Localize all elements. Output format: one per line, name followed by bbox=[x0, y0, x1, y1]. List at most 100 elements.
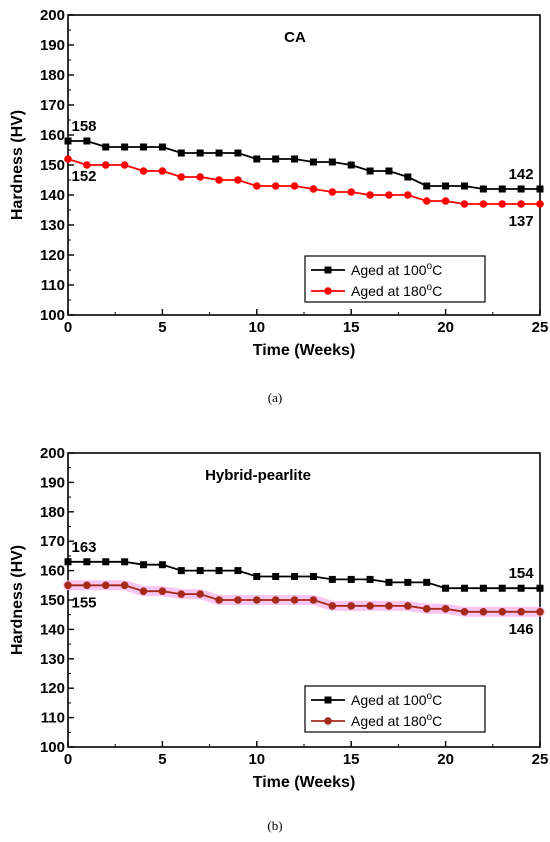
data-label: 142 bbox=[509, 166, 534, 183]
data-point-circle bbox=[347, 602, 356, 610]
data-point-circle bbox=[177, 590, 186, 598]
data-point-circle bbox=[366, 602, 374, 610]
y-axis-title: Hardness (HV) bbox=[9, 545, 26, 655]
data-point-circle bbox=[139, 167, 148, 175]
data-point-circle bbox=[196, 590, 204, 598]
data-point-circle bbox=[309, 596, 318, 604]
data-point-square bbox=[83, 137, 91, 145]
data-point-circle bbox=[460, 200, 469, 208]
data-point-circle bbox=[101, 581, 110, 590]
data-point-square bbox=[442, 584, 450, 592]
y-tick-label: 190 bbox=[40, 37, 65, 54]
data-point-square bbox=[404, 173, 412, 181]
data-point-square bbox=[385, 167, 393, 175]
data-point-square bbox=[366, 167, 374, 175]
data-point-square bbox=[121, 143, 129, 151]
data-point-square bbox=[328, 575, 336, 583]
data-point-square bbox=[460, 182, 468, 190]
data-point-circle bbox=[234, 176, 242, 184]
data-point-square bbox=[442, 182, 450, 190]
data-point-circle bbox=[83, 161, 91, 169]
data-point-circle bbox=[120, 581, 129, 590]
x-tick-label: 15 bbox=[343, 751, 360, 768]
data-point-square bbox=[347, 575, 355, 583]
data-point-circle bbox=[215, 176, 223, 184]
data-point-circle bbox=[290, 596, 299, 604]
data-point-square bbox=[309, 158, 317, 166]
x-tick-label: 10 bbox=[248, 751, 265, 768]
data-label: 158 bbox=[71, 118, 96, 135]
y-tick-label: 190 bbox=[40, 474, 65, 491]
data-point-square bbox=[423, 182, 431, 190]
data-point-circle bbox=[196, 173, 204, 181]
y-tick-label: 180 bbox=[40, 67, 65, 84]
x-tick-label: 15 bbox=[343, 319, 360, 336]
data-point-circle bbox=[158, 167, 167, 175]
data-point-circle bbox=[385, 191, 393, 199]
data-point-square bbox=[158, 143, 166, 151]
legend-marker-1 bbox=[324, 696, 332, 704]
data-point-square bbox=[83, 558, 91, 566]
data-point-square bbox=[272, 572, 280, 580]
data-point-circle bbox=[441, 197, 450, 205]
legend-marker-2 bbox=[324, 287, 332, 295]
y-tick-label: 100 bbox=[40, 739, 65, 756]
y-tick-label: 150 bbox=[40, 592, 65, 609]
series-line-1 bbox=[68, 560, 540, 590]
data-label: 163 bbox=[71, 539, 96, 556]
data-point-circle bbox=[366, 191, 374, 199]
y-tick-label: 170 bbox=[40, 97, 65, 114]
data-point-circle bbox=[328, 602, 337, 610]
legend-box bbox=[304, 255, 486, 303]
y-tick-label: 120 bbox=[40, 680, 65, 697]
data-point-circle bbox=[536, 200, 544, 208]
data-point-square bbox=[498, 185, 506, 193]
data-point-circle bbox=[479, 200, 488, 208]
data-point-circle bbox=[460, 607, 469, 616]
data-point-circle bbox=[64, 581, 72, 590]
data-point-square bbox=[479, 185, 487, 193]
hardness-chart-hybrid-pearlite: 100 110 120 130 140 150 160 170 180 190 200 0 5 10 15 2… bbox=[9, 445, 549, 791]
data-point-square bbox=[536, 185, 544, 193]
y-tick-label: 120 bbox=[40, 247, 65, 264]
y-tick-label: 110 bbox=[41, 710, 65, 727]
data-label: 152 bbox=[71, 168, 96, 185]
data-point-square bbox=[328, 158, 336, 166]
data-point-circle bbox=[83, 581, 91, 590]
data-point-circle bbox=[328, 188, 337, 196]
chart-panel-b: 100 110 120 130 140 150 160 170 180 190 200 0 5 10 15 2… bbox=[0, 432, 550, 833]
y-tick-label: 130 bbox=[40, 217, 65, 234]
data-point-circle bbox=[517, 200, 525, 208]
data-point-circle bbox=[158, 587, 167, 595]
data-point-square bbox=[536, 584, 544, 592]
y-tick-label: 160 bbox=[40, 563, 65, 580]
data-point-square bbox=[234, 149, 242, 157]
y-tick-label: 100 bbox=[40, 307, 65, 324]
data-point-square bbox=[498, 584, 506, 592]
x-axis-title: Time (Weeks) bbox=[253, 342, 356, 359]
data-point-square bbox=[215, 567, 223, 575]
data-point-circle bbox=[498, 200, 507, 208]
y-axis-title: Hardness (HV) bbox=[9, 110, 26, 220]
x-tick-label: 25 bbox=[532, 751, 549, 768]
legend-marker-2 bbox=[324, 717, 332, 725]
data-point-circle bbox=[536, 607, 544, 616]
data-point-square bbox=[253, 572, 261, 580]
data-point-circle bbox=[215, 596, 223, 604]
data-point-square bbox=[385, 578, 393, 586]
data-point-circle bbox=[441, 605, 450, 613]
data-point-circle bbox=[64, 155, 72, 163]
data-point-circle bbox=[479, 607, 488, 616]
data-point-square bbox=[234, 567, 242, 575]
data-point-circle bbox=[498, 607, 507, 616]
data-point-circle bbox=[271, 182, 280, 190]
data-point-circle bbox=[101, 161, 110, 169]
data-point-square bbox=[366, 575, 374, 583]
y-tick-label: 110 bbox=[41, 277, 65, 294]
data-point-circle bbox=[139, 587, 148, 595]
data-point-square bbox=[102, 143, 110, 151]
y-tick-label: 200 bbox=[40, 7, 65, 24]
legend-label-1: Aged at 100oC bbox=[351, 691, 442, 708]
data-label: 146 bbox=[509, 621, 534, 638]
data-point-square bbox=[460, 584, 468, 592]
